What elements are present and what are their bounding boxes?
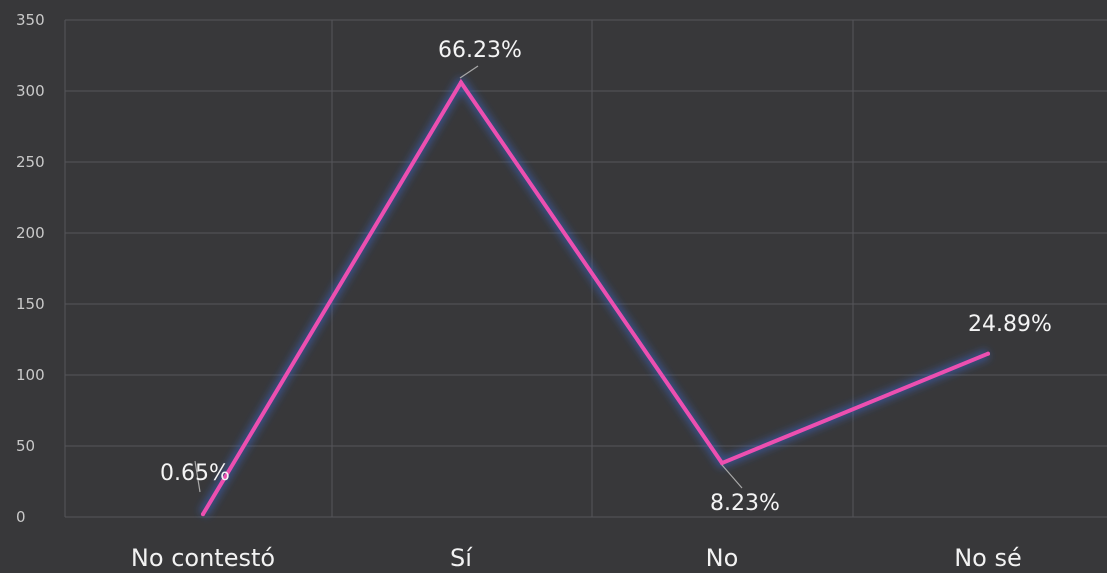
data-label: 0.65% [160,461,230,486]
data-label-leader [721,464,743,489]
data-labels: 0.65% 66.23% 8.23% 24.89% [160,38,1052,516]
x-axis-labels: No contestó Sí No No sé [131,544,1022,572]
y-tick-label: 150 [16,295,45,313]
y-tick-label: 0 [16,508,26,526]
series-line [198,77,990,517]
data-point [459,80,463,85]
y-tick-label: 300 [16,82,45,100]
series-glow [198,77,990,517]
data-label: 24.89% [968,312,1052,337]
x-category-label: No [706,544,739,572]
data-label-leader [459,65,479,79]
y-tick-label: 100 [16,366,45,384]
y-axis-ticks: 0 50 100 150 200 250 300 350 [16,11,45,526]
data-label: 8.23% [710,491,780,516]
y-tick-label: 250 [16,153,45,171]
y-tick-label: 50 [16,437,35,455]
data-point [720,461,724,466]
x-category-label: No sé [954,544,1022,572]
data-label-leader [194,460,201,493]
data-point [986,351,990,356]
y-tick-label: 350 [16,11,45,29]
y-tick-label: 200 [16,224,45,242]
x-category-label: Sí [450,544,473,572]
x-category-label: No contestó [131,544,275,572]
data-point [201,512,205,517]
data-label: 66.23% [438,38,522,63]
series-line-path [201,78,990,517]
